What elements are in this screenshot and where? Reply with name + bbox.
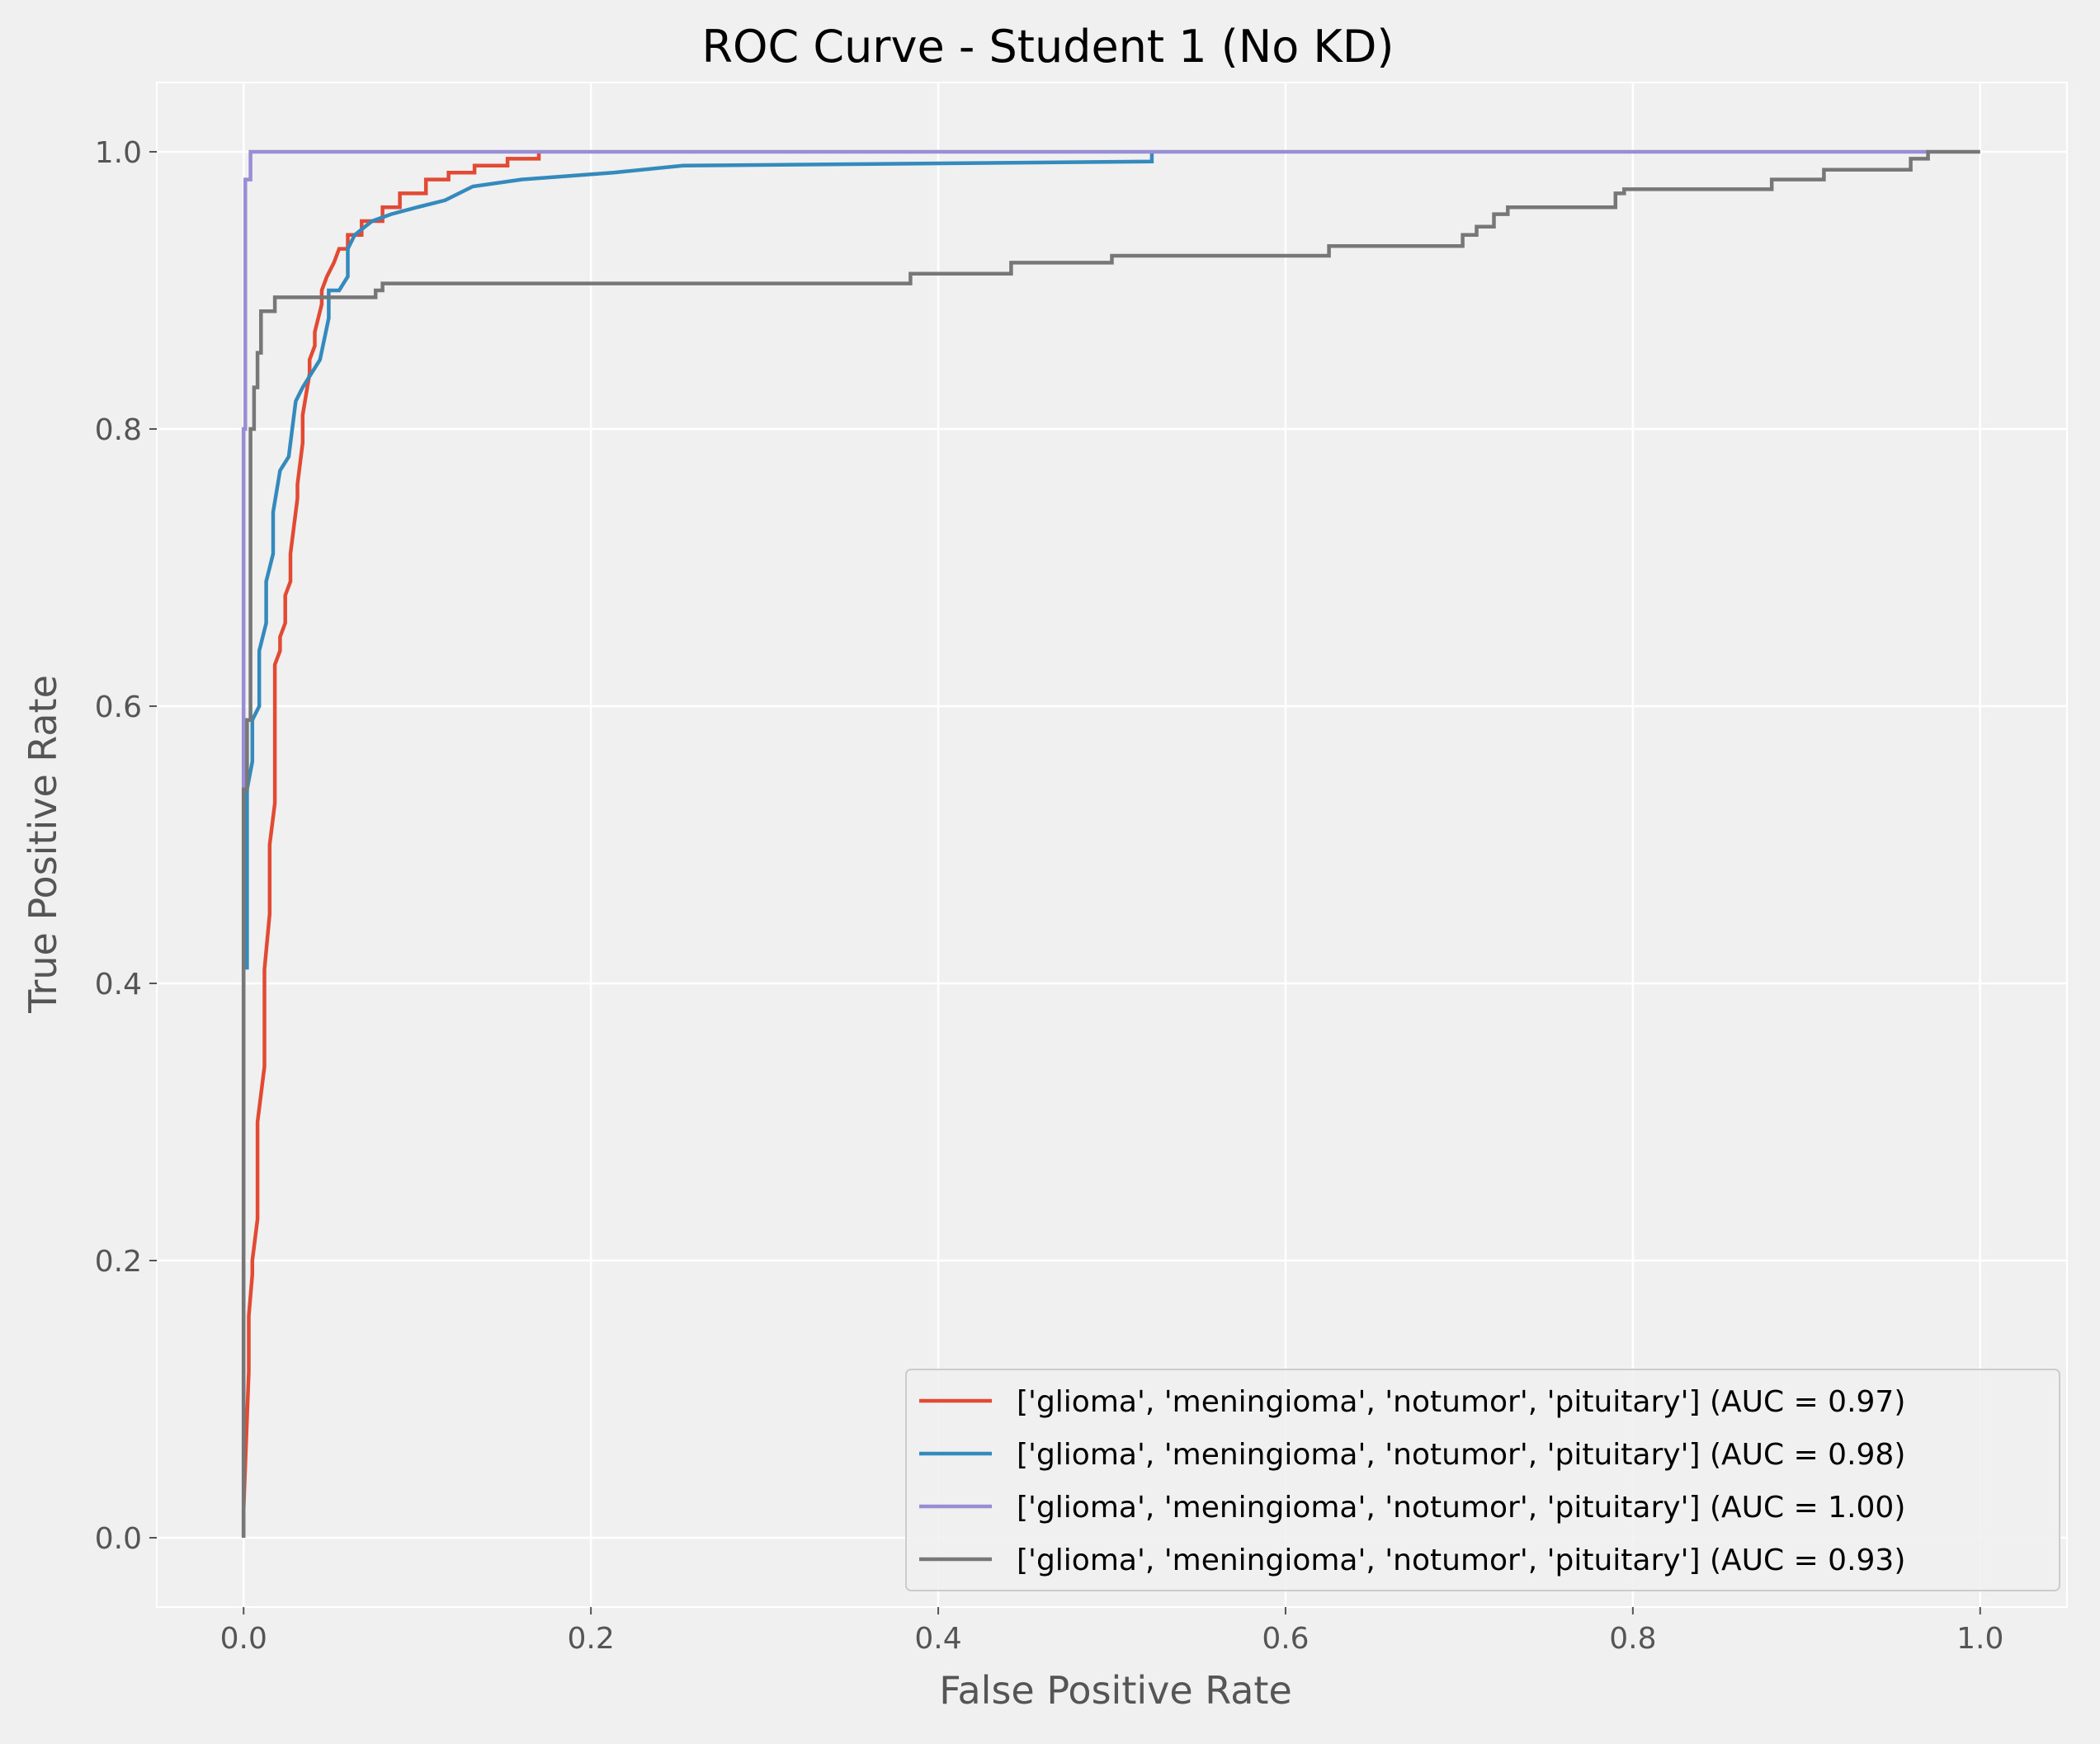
legend-entry-3: ['glioma', 'meningioma', 'notumor', 'pit…	[1017, 1491, 1905, 1525]
series-lines	[241, 149, 1980, 1538]
x-axis-label: False Positive Rate	[939, 1668, 1292, 1713]
x-tick-label: 0.8	[1609, 1622, 1656, 1656]
y-tick-label: 0.0	[95, 1522, 142, 1556]
series-line-3	[241, 149, 1928, 1538]
plot-area	[156, 82, 2068, 1608]
x-tick-label: 0.6	[1262, 1622, 1309, 1656]
legend-entry-2: ['glioma', 'meningioma', 'notumor', 'pit…	[1017, 1438, 1905, 1472]
x-tick-label: 1.0	[1956, 1622, 2003, 1656]
y-tick-label: 0.2	[95, 1245, 142, 1279]
series-line-1	[241, 152, 541, 1538]
legend-box	[905, 1369, 2060, 1591]
y-tick-label: 0.4	[95, 968, 142, 1002]
y-tick-label: 0.6	[95, 691, 142, 724]
series-line-2	[245, 152, 1154, 970]
legend-entry-4: ['glioma', 'meningioma', 'notumor', 'pit…	[1017, 1544, 1905, 1577]
legend-entry-1: ['glioma', 'meningioma', 'notumor', 'pit…	[1017, 1385, 1905, 1419]
x-tick-label: 0.0	[220, 1622, 267, 1656]
chart-title: ROC Curve - Student 1 (No KD)	[701, 21, 1394, 73]
x-axis-ticks: 0.0 0.2 0.4 0.6 0.8 1.0	[220, 1607, 2003, 1656]
y-axis-label: True Positive Rate	[21, 675, 65, 1014]
y-axis-ticks: 0.0 0.2 0.4 0.6 0.8 1.0	[95, 136, 157, 1556]
legend: ['glioma', 'meningioma', 'notumor', 'pit…	[905, 1369, 2060, 1591]
series-line-4	[241, 149, 1980, 1538]
y-tick-label: 0.8	[95, 413, 142, 447]
x-tick-label: 0.4	[914, 1622, 961, 1656]
x-tick-label: 0.2	[568, 1622, 615, 1656]
y-tick-label: 1.0	[95, 136, 142, 170]
